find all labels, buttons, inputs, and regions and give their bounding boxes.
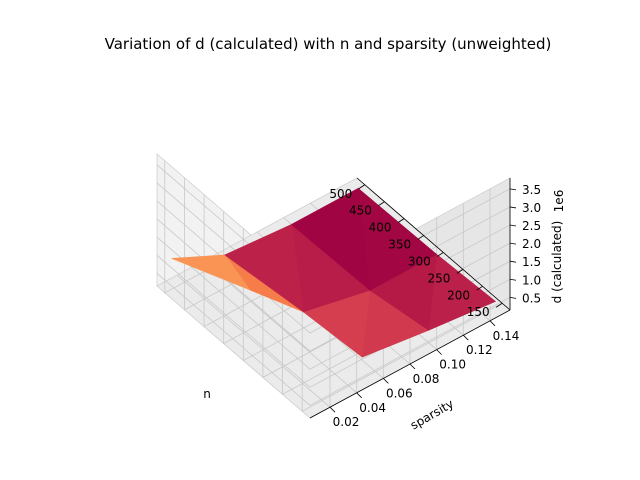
- n-tick-mark: [476, 285, 483, 291]
- sparsity-tick-mark: [436, 349, 442, 355]
- sparsity-tick-mark: [463, 334, 469, 341]
- grid-line-d: [156, 272, 511, 406]
- z-offset-label: 1e6: [552, 190, 566, 213]
- n-tick-label: 350: [388, 238, 411, 252]
- n-tick-label: 250: [427, 271, 450, 285]
- sparsity-tick-label: 0.10: [439, 358, 466, 372]
- d-tick-label: 3.0: [522, 201, 541, 215]
- surface-face: [290, 187, 371, 292]
- sparsity-tick-mark: [356, 392, 362, 399]
- sparsity-tick-label: 0.14: [493, 329, 520, 343]
- d-tick-mark: [509, 224, 517, 227]
- n-tick-label: 400: [369, 221, 392, 235]
- chart-title: Variation of d (calculated) with n and s…: [105, 35, 552, 53]
- sparsity-tick-mark: [383, 378, 389, 384]
- n-tick-label: 450: [349, 204, 372, 218]
- x-axis-label: n: [203, 387, 211, 401]
- sparsity-tick-label: 0.06: [386, 386, 413, 400]
- d-tick-mark: [509, 206, 517, 209]
- d-tick-label: 1.5: [522, 255, 541, 269]
- n-tick-mark: [397, 218, 405, 223]
- d-tick-mark: [509, 188, 517, 191]
- n-tick-mark: [378, 201, 385, 207]
- n-tick-mark: [417, 235, 424, 240]
- z-axis-label: d (calculated): [550, 221, 564, 304]
- surface-face: [171, 254, 251, 291]
- sparsity-tick-label: 0.08: [413, 372, 440, 386]
- grid-line-n: [301, 279, 503, 412]
- sparsity-tick-label: 0.02: [333, 415, 360, 429]
- n-tick-mark: [437, 252, 444, 257]
- n-tick-label: 300: [408, 254, 431, 268]
- d-tick-label: 3.5: [522, 183, 541, 197]
- d-tick-label: 1.0: [522, 273, 541, 287]
- axes: 150 200 250 300 350 400 450 500 0.020.040.060.08…: [309, 177, 541, 429]
- d-tick-mark: [509, 278, 517, 281]
- n-tick-label: 150: [467, 305, 490, 319]
- n-tick-mark: [456, 269, 464, 274]
- n-tick-mark: [495, 302, 503, 308]
- surface-face: [224, 223, 304, 313]
- n-axis-line: [356, 177, 511, 311]
- n-tick-mark: [358, 184, 366, 190]
- d-tick-mark: [509, 242, 517, 245]
- y-axis-label: sparsity: [408, 397, 456, 433]
- sparsity-tick-mark: [329, 406, 336, 413]
- sparsity-tick-label: 0.04: [359, 401, 386, 415]
- surface: [171, 187, 497, 358]
- n-tick-label: 500: [329, 187, 352, 201]
- d-tick-mark: [509, 260, 517, 263]
- d-tick-label: 0.5: [522, 291, 541, 305]
- d-tick-label: 2.0: [522, 237, 541, 251]
- d-tick-mark: [509, 296, 517, 299]
- sparsity-tick-label: 0.12: [466, 343, 493, 357]
- sparsity-tick-mark: [409, 363, 416, 370]
- n-tick-label: 200: [447, 288, 470, 302]
- d-tick-label: 2.5: [522, 219, 541, 233]
- sparsity-tick-mark: [489, 320, 496, 327]
